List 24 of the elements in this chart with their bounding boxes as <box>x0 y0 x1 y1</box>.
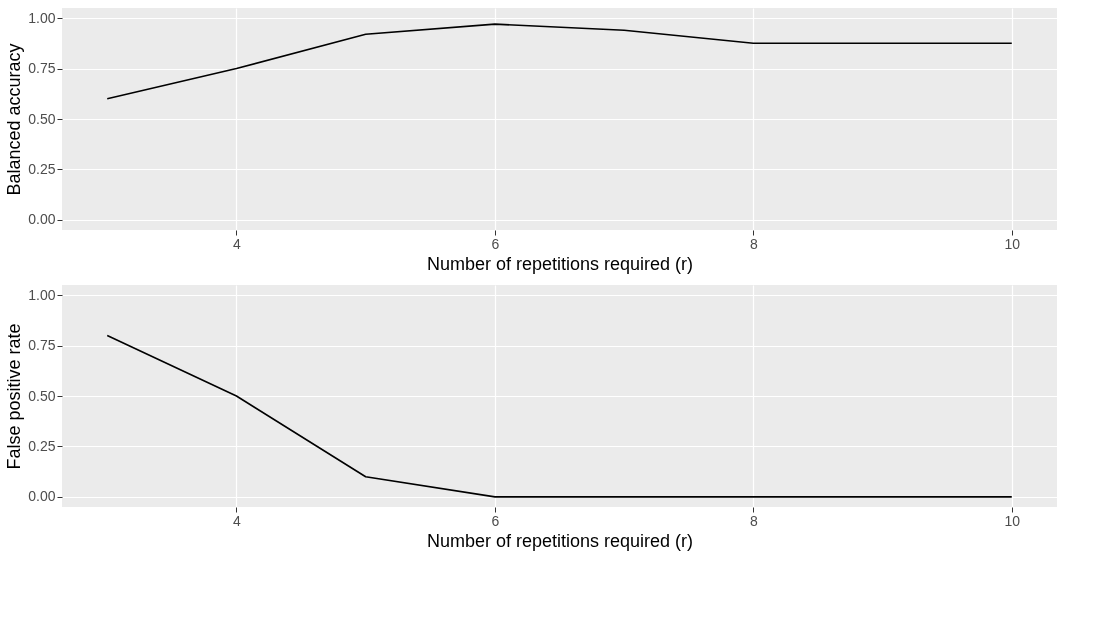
y-tick-label: 1.00 <box>28 9 56 26</box>
y-tick-label: 0.25 <box>28 437 56 454</box>
line-series <box>106 334 1013 498</box>
x-tick-label: 6 <box>491 235 500 252</box>
y-tick-label: 0.50 <box>28 387 56 404</box>
x-tick-label: 8 <box>749 512 758 529</box>
y-tick-label: 0.50 <box>28 110 56 127</box>
y-axis-title: False positive rate <box>4 323 25 470</box>
x-tick-label: 10 <box>1004 512 1021 529</box>
y-tick-label: 0.00 <box>28 211 56 228</box>
x-tick-label: 8 <box>749 235 758 252</box>
x-tick-label: 4 <box>233 235 242 252</box>
y-tick-label: 0.00 <box>28 488 56 505</box>
y-tick-label: 0.25 <box>28 160 56 177</box>
x-tick-label: 10 <box>1004 235 1021 252</box>
x-axis-title: Number of repetitions required (r) <box>426 253 694 274</box>
line-series <box>106 23 1013 100</box>
y-axis-title: Balanced accuracy <box>4 43 25 196</box>
x-tick-label: 6 <box>491 512 500 529</box>
y-tick-label: 0.75 <box>28 337 56 354</box>
x-axis-title: Number of repetitions required (r) <box>426 530 694 551</box>
y-tick-label: 0.75 <box>28 60 56 77</box>
x-tick-label: 4 <box>233 512 242 529</box>
y-tick-label: 1.00 <box>28 286 56 303</box>
